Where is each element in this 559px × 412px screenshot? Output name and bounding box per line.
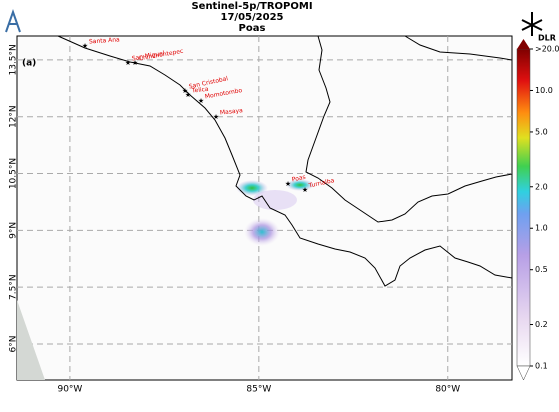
volcano-marker: ★ xyxy=(132,59,138,67)
volcano-marker: ★ xyxy=(125,59,131,67)
volcano-label: Santa Ana xyxy=(89,36,121,45)
colorbar-extend-top xyxy=(517,39,530,49)
lon-label: 85°W xyxy=(246,385,271,395)
colorbar-label: 0.5 xyxy=(535,265,548,274)
volcano-marker: ★ xyxy=(302,186,308,194)
lat-label: 6°N xyxy=(9,336,19,353)
lon-label: 90°W xyxy=(57,385,82,395)
pacific-coast xyxy=(57,35,513,287)
volcano-marker: ★ xyxy=(198,97,204,105)
north-coast xyxy=(404,35,513,61)
colorbar-label: 0.1 xyxy=(535,362,548,371)
volcano-marker: ★ xyxy=(82,42,88,50)
logo-dlr: DLR xyxy=(521,12,556,43)
no-data-area xyxy=(17,300,45,380)
lat-label: 13.5°N xyxy=(9,44,19,75)
map-frame xyxy=(16,35,513,381)
volcano-marker: ★ xyxy=(185,91,191,99)
colorbar-label: 1.0 xyxy=(535,224,548,233)
logo-left xyxy=(5,8,21,33)
volcano-label: Masaya xyxy=(220,107,244,116)
colorbar-label: 2.0 xyxy=(535,182,548,191)
volcano-marker: ★ xyxy=(213,113,219,121)
lat-label: 9°N xyxy=(9,222,19,239)
date: 17/05/2025 xyxy=(221,12,284,23)
volcano-title: Poas xyxy=(239,23,266,34)
colorbar xyxy=(516,48,531,367)
volcano-label: Telica xyxy=(191,86,210,95)
lat-label: 12°N xyxy=(9,105,19,128)
title: Sentinel-5p/TROPOMI xyxy=(191,1,312,12)
caribbean-coast xyxy=(305,35,513,223)
volcano-marker: ★ xyxy=(285,180,291,188)
panel-label: (a) xyxy=(22,59,36,69)
lat-label: 7.5°N xyxy=(9,274,19,300)
volcano-marker: ★ xyxy=(182,87,188,95)
plume xyxy=(236,179,314,246)
lat-label: 10.5°N xyxy=(9,158,19,189)
volcano-label: Poas xyxy=(291,174,306,184)
colorbar-label: >20.0 xyxy=(535,45,559,54)
lon-label: 80°W xyxy=(435,385,460,395)
colorbar-label: 5.0 xyxy=(535,127,548,136)
colorbar-label: 0.2 xyxy=(535,320,548,329)
colorbar-extend-bottom xyxy=(516,365,531,381)
logo-text: DLR xyxy=(538,34,556,43)
colorbar-label: 10.0 xyxy=(535,86,553,95)
